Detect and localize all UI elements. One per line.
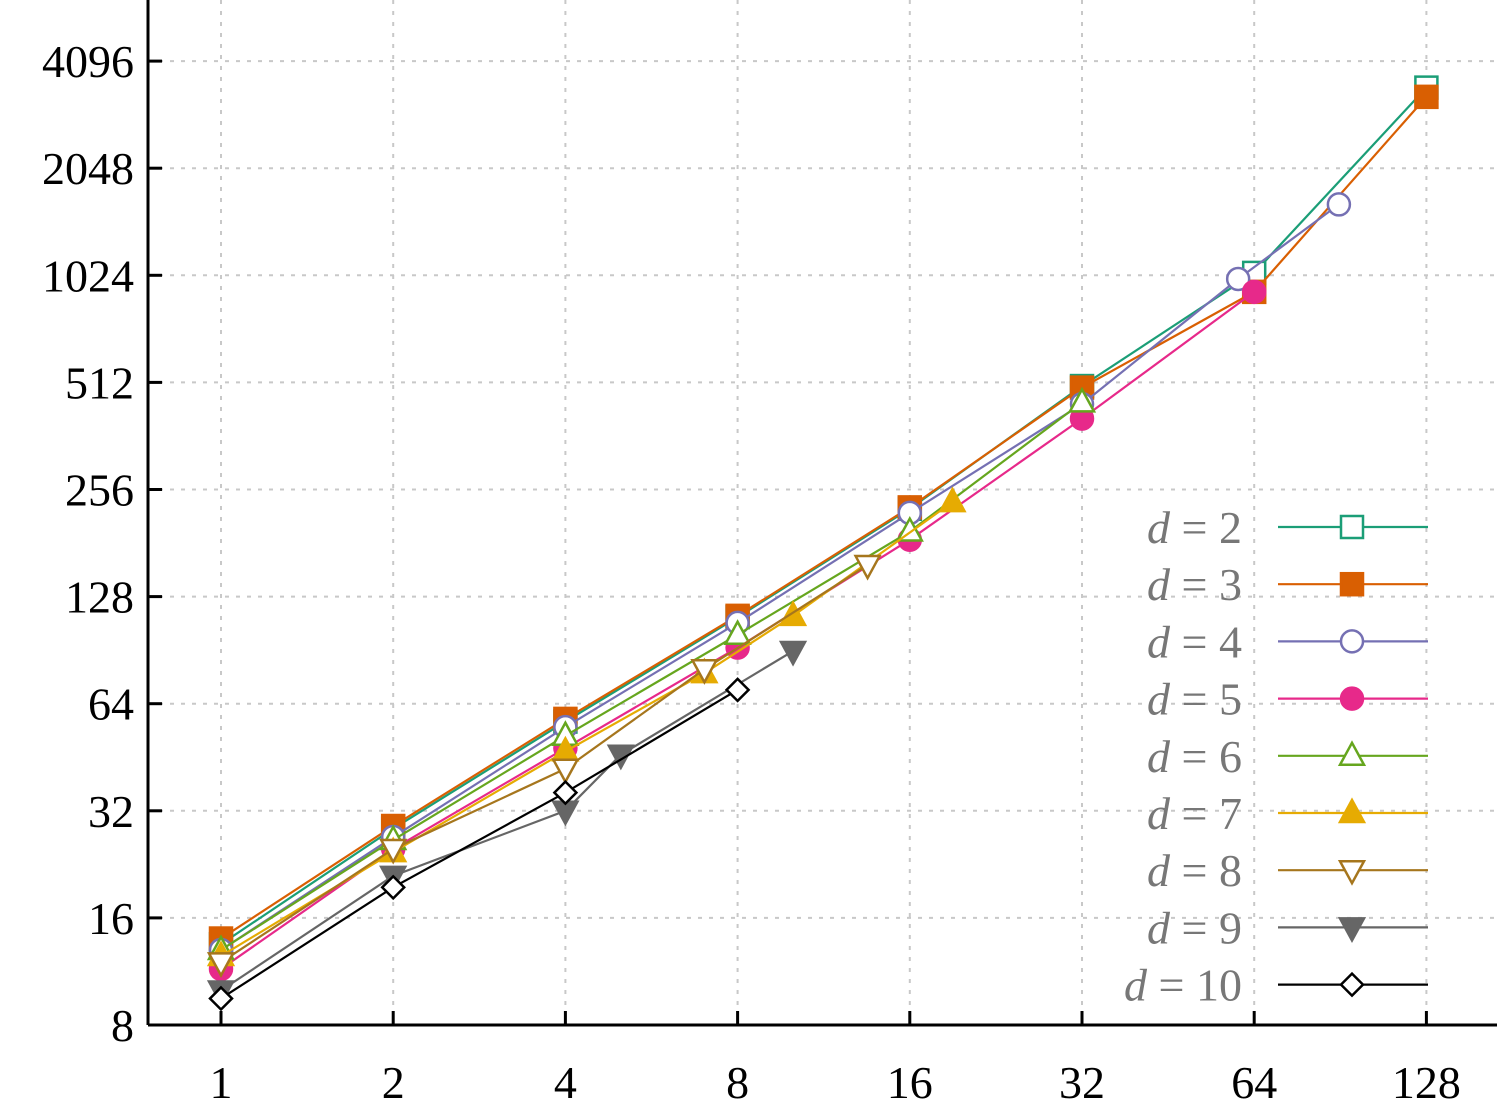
x-tick-label: 2 bbox=[382, 1057, 405, 1102]
series-line bbox=[220, 650, 794, 992]
legend-marker bbox=[1337, 797, 1367, 824]
legend-label: d = 6 bbox=[1147, 731, 1242, 782]
data-point bbox=[1326, 192, 1352, 217]
legend-marker bbox=[1339, 971, 1365, 998]
y-tick-label: 2048 bbox=[42, 143, 134, 194]
data-series bbox=[206, 75, 1439, 1012]
data-point bbox=[1414, 84, 1439, 110]
legend-marker bbox=[1337, 917, 1367, 944]
legend-marker bbox=[1339, 514, 1365, 540]
legend-marker bbox=[1337, 859, 1367, 886]
series-line bbox=[220, 688, 739, 1000]
data-point bbox=[853, 554, 882, 581]
data-point bbox=[690, 658, 719, 685]
data-point bbox=[208, 985, 234, 1012]
data-point bbox=[778, 640, 808, 667]
x-tick-label: 16 bbox=[887, 1057, 933, 1102]
x-tick-label: 4 bbox=[554, 1057, 577, 1102]
legend: d = 2 d = 3 d = 4 d = 5 d = 6 d = 7 d = 8 d = 9… bbox=[1124, 502, 1428, 1011]
legend-label: d = 7 bbox=[1147, 788, 1242, 839]
axes bbox=[146, 0, 1497, 1027]
data-point bbox=[551, 758, 580, 785]
series-line bbox=[220, 203, 1340, 951]
y-tick-label: 256 bbox=[65, 465, 134, 516]
series-line bbox=[220, 96, 1428, 940]
data-point bbox=[552, 779, 579, 806]
legend-entry: d = 3 bbox=[1147, 559, 1428, 610]
data-point bbox=[379, 838, 408, 865]
x-tick-label: 128 bbox=[1392, 1057, 1461, 1102]
y-tick-label: 512 bbox=[65, 357, 134, 408]
legend-label: d = 8 bbox=[1147, 845, 1242, 896]
series-line bbox=[220, 86, 1428, 946]
series-8 bbox=[206, 554, 882, 978]
data-point bbox=[724, 677, 751, 703]
data-point bbox=[206, 952, 236, 978]
series-7 bbox=[206, 486, 967, 967]
legend-marker bbox=[1339, 629, 1365, 654]
x-tick-label: 32 bbox=[1059, 1057, 1105, 1102]
legend-label: d = 4 bbox=[1147, 616, 1242, 667]
legend-marker bbox=[1339, 571, 1365, 597]
series-line bbox=[220, 501, 954, 957]
legend-label: d = 2 bbox=[1147, 502, 1242, 553]
y-tick-label: 128 bbox=[65, 572, 134, 623]
legend-label: d = 9 bbox=[1147, 902, 1242, 953]
x-tick-label: 64 bbox=[1231, 1057, 1277, 1102]
data-point bbox=[938, 486, 967, 513]
y-tick-label: 32 bbox=[88, 786, 134, 837]
legend-marker bbox=[1339, 686, 1365, 711]
data-point bbox=[1241, 279, 1267, 305]
tick-labels: 1 2 4 8 16 32 64 128 8 16 32 64 128 256 512 1024 2048 409… bbox=[42, 36, 1461, 1102]
x-tick-label: 1 bbox=[210, 1057, 233, 1102]
legend-entry: d = 4 bbox=[1147, 616, 1428, 667]
legend-entry: d = 8 bbox=[1147, 845, 1428, 896]
legend-label: d = 5 bbox=[1147, 674, 1242, 725]
grid-lines bbox=[148, 0, 1497, 1026]
data-point bbox=[380, 874, 406, 901]
legend-entry: d = 5 bbox=[1147, 674, 1428, 725]
legend-label: d = 3 bbox=[1147, 559, 1242, 610]
y-tick-label: 16 bbox=[88, 893, 134, 944]
legend-entry: d = 2 bbox=[1147, 502, 1428, 553]
y-tick-label: 64 bbox=[88, 679, 134, 730]
data-point bbox=[1225, 266, 1251, 292]
legend-entry: d = 7 bbox=[1147, 788, 1428, 839]
data-point bbox=[1067, 386, 1097, 413]
series-line bbox=[220, 401, 1083, 951]
series-10 bbox=[208, 677, 751, 1012]
y-tick-label: 4096 bbox=[42, 36, 134, 87]
legend-entry: d = 10 bbox=[1124, 960, 1428, 1011]
legend-label: d = 10 bbox=[1124, 960, 1242, 1011]
data-point bbox=[723, 619, 752, 645]
legend-entry: d = 6 bbox=[1147, 731, 1428, 782]
y-tick-label: 8 bbox=[111, 1000, 134, 1051]
x-tick-label: 8 bbox=[726, 1057, 749, 1102]
legend-entry: d = 9 bbox=[1147, 902, 1428, 953]
y-tick-label: 1024 bbox=[42, 250, 134, 301]
legend-marker bbox=[1337, 740, 1367, 767]
